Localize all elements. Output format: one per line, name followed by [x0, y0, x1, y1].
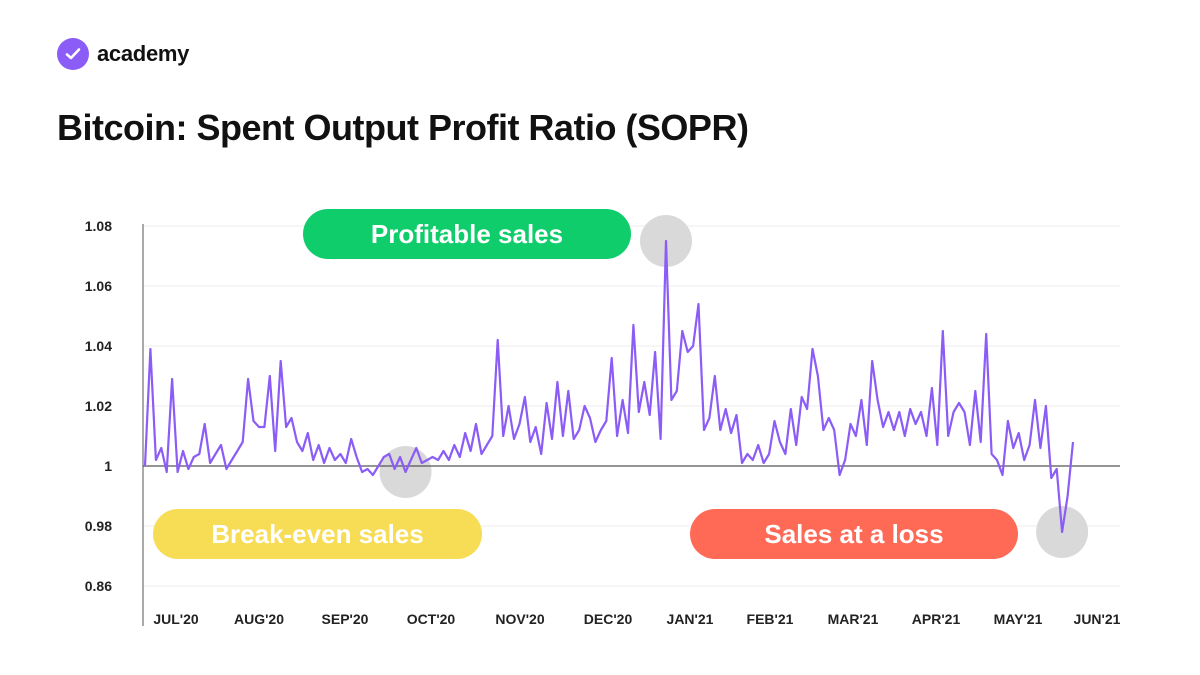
y-tick-label: 1.02 [85, 398, 112, 414]
x-tick-label: JUN'21 [1074, 611, 1121, 627]
highlight-circles [379, 215, 1089, 558]
y-tick-label: 0.98 [85, 518, 112, 534]
x-tick-label: OCT'20 [407, 611, 456, 627]
annotation-breakeven-label: Break-even sales [211, 518, 424, 549]
annotation-loss-label: Sales at a loss [764, 518, 944, 549]
x-tick-label: SEP'20 [322, 611, 369, 627]
y-tick-label: 1 [104, 458, 112, 474]
y-tick-label: 0.86 [85, 578, 112, 594]
y-tick-label: 1.06 [85, 278, 112, 294]
annotation-profitable-label: Profitable sales [370, 218, 564, 249]
annotation-profitable: Profitable sales [303, 209, 631, 259]
brand-logo: academy [57, 38, 189, 70]
y-tick-labels: 1.08 1.06 1.04 1.02 1 0.98 0.86 [85, 218, 112, 594]
x-tick-label: AUG'20 [234, 611, 284, 627]
annotation-breakeven: Break-even sales [153, 509, 482, 559]
x-tick-label: JAN'21 [667, 611, 714, 627]
x-tick-label: DEC'20 [584, 611, 633, 627]
annotation-loss: Sales at a loss [690, 509, 1018, 559]
x-tick-label: NOV'20 [495, 611, 544, 627]
x-tick-label: JUL'20 [153, 611, 199, 627]
brand-name: academy [97, 41, 190, 66]
x-tick-labels: JUL'20 AUG'20 SEP'20 OCT'20 NOV'20 DEC'20 JAN'… [153, 611, 1120, 627]
x-tick-label: FEB'21 [747, 611, 794, 627]
x-tick-label: APR'21 [912, 611, 961, 627]
y-tick-label: 1.04 [85, 338, 112, 354]
x-tick-label: MAR'21 [828, 611, 879, 627]
x-tick-label: MAY'21 [994, 611, 1043, 627]
series-line-sopr [143, 239, 1075, 534]
checkmark-icon [57, 38, 89, 70]
y-tick-label: 1.08 [85, 218, 112, 234]
page-title: Bitcoin: Spent Output Profit Ratio (SOPR… [57, 107, 749, 148]
